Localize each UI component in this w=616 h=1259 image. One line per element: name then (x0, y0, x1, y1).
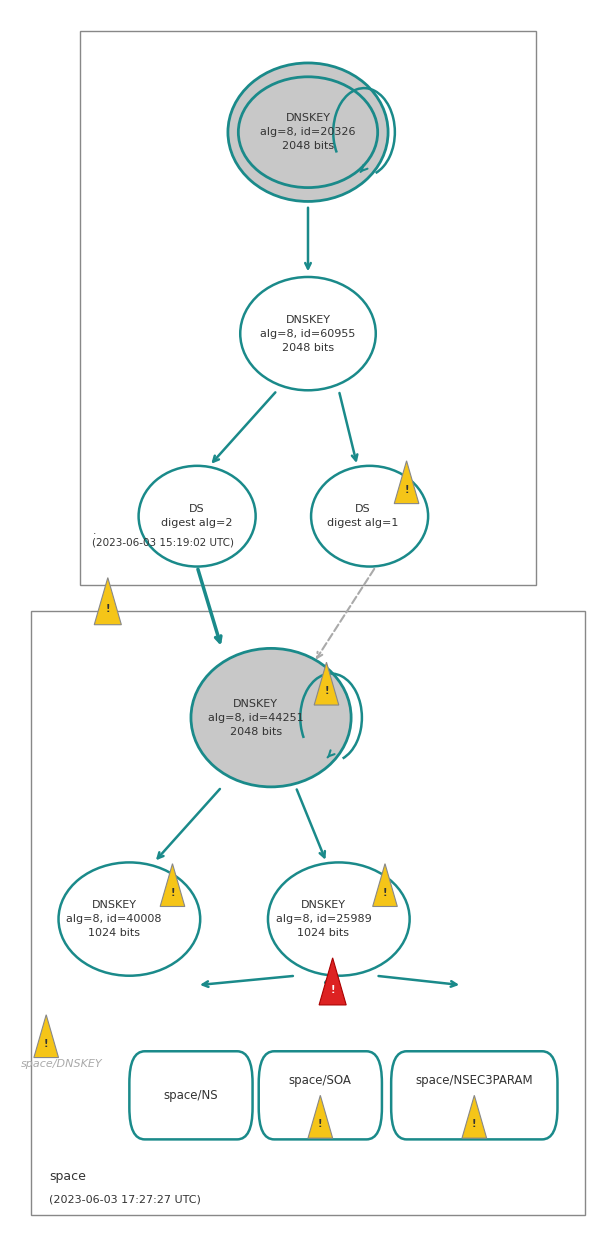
Text: !: ! (404, 485, 409, 495)
Text: DNSKEY
alg=8, id=40008
1024 bits: DNSKEY alg=8, id=40008 1024 bits (66, 900, 162, 938)
Polygon shape (314, 662, 339, 705)
Polygon shape (394, 461, 419, 504)
Text: !: ! (472, 1119, 477, 1129)
Text: space/SOA: space/SOA (289, 1074, 352, 1087)
Text: DS
digest alg=1: DS digest alg=1 (326, 504, 398, 529)
Polygon shape (373, 864, 397, 906)
Text: DS
digest alg=2: DS digest alg=2 (161, 504, 233, 529)
Polygon shape (308, 1095, 333, 1138)
Text: space: space (49, 1171, 86, 1183)
FancyBboxPatch shape (129, 1051, 253, 1139)
Text: !: ! (324, 686, 329, 696)
FancyBboxPatch shape (31, 611, 585, 1215)
FancyBboxPatch shape (80, 31, 536, 585)
Polygon shape (160, 864, 185, 906)
Ellipse shape (311, 466, 428, 567)
FancyBboxPatch shape (259, 1051, 382, 1139)
Text: space/NS: space/NS (164, 1089, 218, 1102)
Text: DNSKEY
alg=8, id=25989
1024 bits: DNSKEY alg=8, id=25989 1024 bits (275, 900, 371, 938)
Text: !: ! (330, 985, 335, 995)
Text: DNSKEY
alg=8, id=20326
2048 bits: DNSKEY alg=8, id=20326 2048 bits (260, 113, 356, 151)
Ellipse shape (238, 77, 378, 188)
FancyBboxPatch shape (391, 1051, 557, 1139)
Ellipse shape (59, 862, 200, 976)
Polygon shape (94, 578, 121, 624)
Text: DNSKEY
alg=8, id=44251
2048 bits: DNSKEY alg=8, id=44251 2048 bits (208, 699, 304, 737)
Text: DNSKEY
alg=8, id=60955
2048 bits: DNSKEY alg=8, id=60955 2048 bits (261, 315, 355, 353)
Ellipse shape (139, 466, 256, 567)
Text: !: ! (383, 888, 387, 898)
Text: !: ! (44, 1039, 49, 1049)
Ellipse shape (240, 277, 376, 390)
Text: .
(2023-06-03 15:19:02 UTC): . (2023-06-03 15:19:02 UTC) (92, 526, 235, 548)
Text: !: ! (170, 888, 175, 898)
Ellipse shape (228, 63, 388, 201)
Ellipse shape (191, 648, 351, 787)
Polygon shape (319, 958, 346, 1005)
Text: space/NSEC3PARAM: space/NSEC3PARAM (416, 1074, 533, 1087)
Text: space/DNSKEY: space/DNSKEY (21, 1059, 102, 1069)
Ellipse shape (268, 862, 410, 976)
Text: !: ! (318, 1119, 323, 1129)
Text: (2023-06-03 17:27:27 UTC): (2023-06-03 17:27:27 UTC) (49, 1195, 201, 1205)
Polygon shape (34, 1015, 59, 1058)
Text: !: ! (105, 604, 110, 614)
Polygon shape (462, 1095, 487, 1138)
